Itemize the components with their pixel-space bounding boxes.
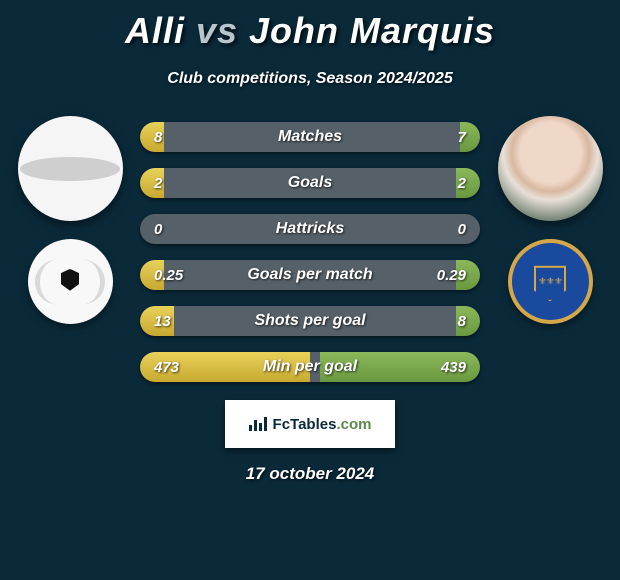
right-side: ⚜⚜⚜ (490, 116, 610, 382)
player1-name: Alli (125, 10, 185, 51)
stat-row: 473Min per goal439 (140, 352, 480, 382)
stat-row: 13Shots per goal8 (140, 306, 480, 336)
stat-label: Min per goal (140, 352, 480, 382)
stat-value-right: 0 (458, 214, 466, 244)
stat-value-right: 2 (458, 168, 466, 198)
subtitle: Club competitions, Season 2024/2025 (0, 70, 620, 88)
stat-row: 0Hattricks0 (140, 214, 480, 244)
stat-label: Matches (140, 122, 480, 152)
player2-name: John Marquis (249, 10, 495, 51)
player1-avatar (18, 116, 123, 221)
stat-value-right: 0.29 (437, 260, 466, 290)
brand-name: FcTables (273, 416, 337, 433)
stat-label: Hattricks (140, 214, 480, 244)
stat-label: Goals (140, 168, 480, 198)
stat-row: 2Goals2 (140, 168, 480, 198)
brand-domain: .com (336, 416, 371, 433)
date-label: 17 october 2024 (0, 464, 620, 484)
stat-row: 8Matches7 (140, 122, 480, 152)
stat-bars: 8Matches72Goals20Hattricks00.25Goals per… (130, 116, 490, 382)
player1-club-badge (28, 239, 113, 324)
player1-avatar-placeholder (20, 157, 120, 181)
left-side (10, 116, 130, 382)
stat-value-right: 7 (458, 122, 466, 152)
comparison-title: Alli vs John Marquis (0, 10, 620, 52)
stat-row: 0.25Goals per match0.29 (140, 260, 480, 290)
vs-label: vs (196, 10, 238, 51)
fctables-text: FcTables.com (273, 416, 372, 433)
stat-label: Goals per match (140, 260, 480, 290)
stat-label: Shots per goal (140, 306, 480, 336)
player2-avatar (498, 116, 603, 221)
stat-value-right: 439 (441, 352, 466, 382)
main-panel: 8Matches72Goals20Hattricks00.25Goals per… (0, 116, 620, 382)
player2-club-badge: ⚜⚜⚜ (508, 239, 593, 324)
fctables-chart-icon (249, 417, 269, 431)
club-badge-lions-icon: ⚜⚜⚜ (538, 276, 562, 287)
fctables-badge: FcTables.com (225, 400, 395, 448)
stat-value-right: 8 (458, 306, 466, 336)
